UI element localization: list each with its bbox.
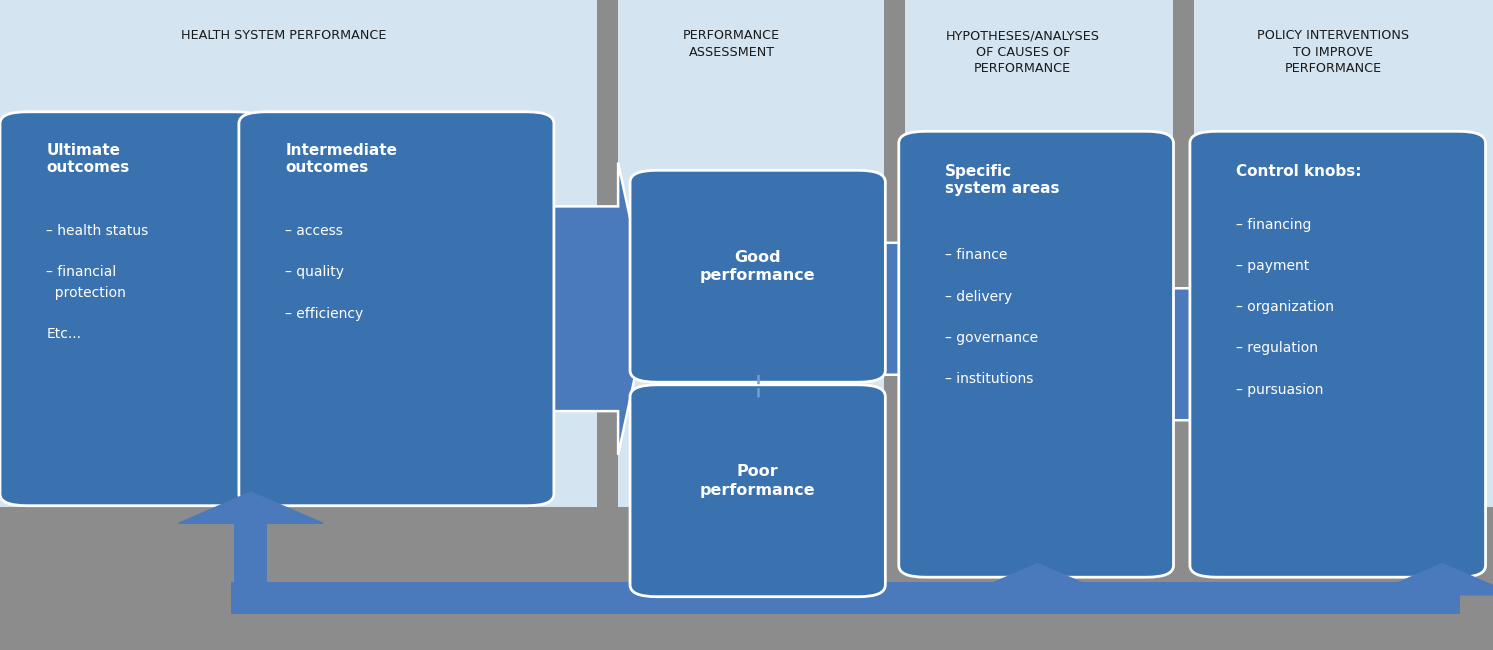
Bar bbox=[234, 523, 267, 582]
Polygon shape bbox=[866, 214, 918, 403]
Text: – financing

– payment

– organization

– regulation

– pursuasion: – financing – payment – organization – r… bbox=[1236, 218, 1335, 396]
FancyBboxPatch shape bbox=[899, 131, 1173, 577]
Bar bbox=[1426, 582, 1459, 595]
FancyBboxPatch shape bbox=[239, 112, 554, 506]
Text: – access

– quality

– efficiency: – access – quality – efficiency bbox=[285, 224, 363, 320]
Bar bbox=[0, 0, 1493, 507]
FancyBboxPatch shape bbox=[630, 170, 885, 382]
Bar bbox=[597, 0, 618, 507]
Text: Specific
system areas: Specific system areas bbox=[945, 164, 1060, 196]
Bar bbox=[1173, 0, 1194, 507]
Text: Intermediate
outcomes: Intermediate outcomes bbox=[285, 143, 397, 176]
Polygon shape bbox=[537, 162, 649, 455]
Text: – finance

– delivery

– governance

– institutions: – finance – delivery – governance – inst… bbox=[945, 248, 1038, 386]
Text: Poor
performance: Poor performance bbox=[700, 465, 815, 497]
Polygon shape bbox=[179, 492, 322, 523]
Text: POLICY INTERVENTIONS
TO IMPROVE
PERFORMANCE: POLICY INTERVENTIONS TO IMPROVE PERFORMA… bbox=[1257, 29, 1409, 75]
Bar bbox=[231, 582, 1460, 614]
FancyBboxPatch shape bbox=[0, 112, 263, 506]
Text: HEALTH SYSTEM PERFORMANCE: HEALTH SYSTEM PERFORMANCE bbox=[181, 29, 387, 42]
Bar bbox=[1021, 582, 1054, 595]
Text: HYPOTHESES/ANALYSES
OF CAUSES OF
PERFORMANCE: HYPOTHESES/ANALYSES OF CAUSES OF PERFORM… bbox=[945, 29, 1100, 75]
Bar bbox=[0, 507, 1493, 650]
Polygon shape bbox=[1154, 260, 1209, 448]
Polygon shape bbox=[1371, 564, 1493, 595]
Text: PERFORMANCE
ASSESSMENT: PERFORMANCE ASSESSMENT bbox=[682, 29, 781, 58]
Text: Good
performance: Good performance bbox=[700, 250, 815, 283]
Polygon shape bbox=[966, 564, 1109, 595]
Text: Control knobs:: Control knobs: bbox=[1236, 164, 1362, 179]
Bar bbox=[884, 0, 905, 507]
Text: – health status

– financial
  protection

Etc...: – health status – financial protection E… bbox=[46, 224, 148, 341]
FancyBboxPatch shape bbox=[1190, 131, 1486, 577]
FancyBboxPatch shape bbox=[630, 385, 885, 597]
Text: Ultimate
outcomes: Ultimate outcomes bbox=[46, 143, 130, 176]
